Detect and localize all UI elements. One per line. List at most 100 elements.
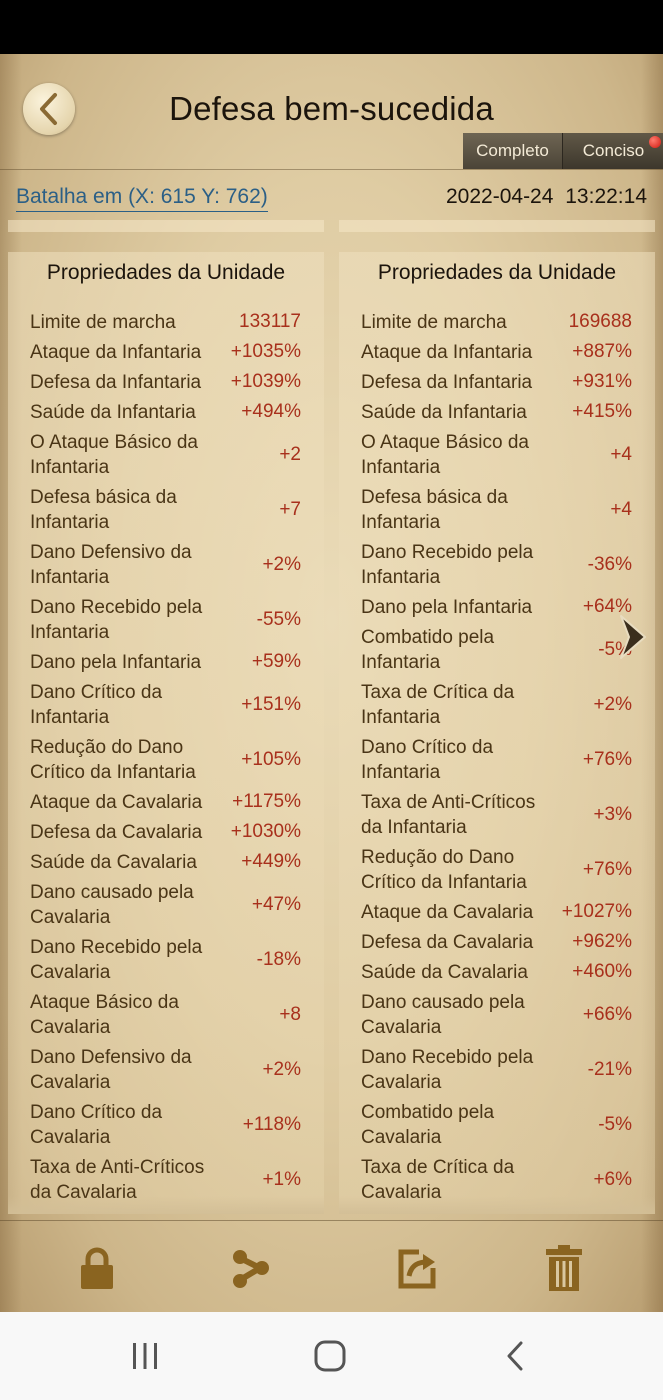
left-stat-list: Limite de marcha 133117 Ataque da Infantar… (30, 307, 301, 1207)
stat-value: +1% (262, 1168, 301, 1190)
stat-row: Defesa básica da Infantaria +7 (30, 482, 301, 537)
stat-label: Redução do Dano Crítico da Infantaria (30, 736, 196, 783)
stat-label: Dano Crítico da Infantaria (361, 736, 494, 783)
left-panel-title: Propriedades da Unidade (46, 261, 286, 284)
stat-label: Dano causado pela Cavalaria (361, 991, 525, 1038)
stat-label: Dano Crítico da Cavalaria (30, 1101, 163, 1148)
home-button[interactable] (305, 1334, 355, 1378)
stat-label: Dano Recebido pela Cavalaria (361, 1046, 534, 1093)
stat-value: +887% (572, 341, 632, 362)
stat-value: +4 (610, 443, 632, 465)
stat-value: +962% (572, 931, 632, 952)
tab-conciso[interactable]: Conciso (562, 133, 663, 169)
stat-label: Defesa básica da Infantaria (30, 486, 177, 533)
stat-label: Defesa da Infantaria (361, 371, 533, 393)
stat-label: Taxa de Crítica da Infantaria (361, 681, 515, 728)
stat-row: Dano Crítico da Infantaria +151% (30, 677, 301, 732)
stat-row: Taxa de Crítica da Infantaria +2% (361, 677, 632, 732)
stat-row: Defesa da Cavalaria +962% (361, 927, 632, 957)
stat-row: Dano causado pela Cavalaria +47% (30, 877, 301, 932)
tab-completo[interactable]: Completo (463, 133, 562, 169)
stat-row: Redução do Dano Crítico da Infantaria +10… (30, 732, 301, 787)
stat-label: O Ataque Básico da Infantaria (30, 431, 198, 478)
stat-label: Dano pela Infantaria (30, 651, 202, 673)
stat-row: Ataque da Infantaria +887% (361, 337, 632, 367)
stat-label: Taxa de Anti-Críticos da Infantaria (361, 791, 536, 838)
left-separator (8, 220, 324, 232)
view-toggle: Completo Conciso (463, 133, 663, 169)
back-button[interactable] (23, 83, 75, 135)
stat-value: 169688 (568, 311, 632, 332)
stat-label: Saúde da Cavalaria (30, 851, 197, 873)
stat-row: Ataque da Infantaria +1035% (30, 337, 301, 367)
battle-location-link[interactable]: Batalha em (X: 615 Y: 762) (16, 185, 268, 212)
share-button[interactable] (227, 1244, 275, 1292)
stat-value: +76% (582, 748, 632, 770)
stat-value: -55% (256, 608, 301, 630)
chevron-right-icon (620, 615, 646, 659)
stat-row: Dano Recebido pela Infantaria -36% (361, 537, 632, 592)
page-title: Defesa bem-sucedida (169, 90, 494, 127)
stat-value: +415% (572, 401, 632, 422)
stat-value: +59% (251, 651, 301, 672)
stat-row: Defesa básica da Infantaria +4 (361, 482, 632, 537)
stat-label: Ataque da Cavalaria (361, 901, 534, 923)
stat-row: Dano Crítico da Infantaria +76% (361, 732, 632, 787)
stat-value: +1030% (230, 821, 301, 842)
stat-row: Dano Crítico da Cavalaria +118% (30, 1097, 301, 1152)
battle-datetime: 2022-04-24 13:22:14 (446, 185, 647, 208)
stat-row: Saúde da Cavalaria +449% (30, 847, 301, 877)
recent-apps-button[interactable] (120, 1334, 170, 1378)
stat-value: -36% (587, 553, 632, 575)
chevron-left-icon (40, 93, 57, 125)
stat-value: +64% (582, 596, 632, 617)
stat-value: +494% (241, 401, 301, 422)
stat-row: Ataque da Cavalaria +1027% (361, 897, 632, 927)
delete-button[interactable] (540, 1244, 588, 1292)
right-stat-list: Limite de marcha 169688 Ataque da Infantar… (361, 307, 632, 1207)
stat-value: +1035% (230, 341, 301, 362)
stat-value: +1175% (232, 791, 301, 812)
home-icon (314, 1340, 346, 1372)
lock-button[interactable] (73, 1244, 121, 1292)
stat-label: Combatido pela Infantaria (361, 626, 495, 673)
tab-conciso-label: Conciso (582, 141, 645, 160)
stat-label: Dano Recebido pela Infantaria (30, 596, 203, 643)
stat-row: Ataque Básico da Cavalaria +8 (30, 987, 301, 1042)
stat-value: +1039% (230, 371, 301, 392)
stat-value: +76% (582, 858, 632, 880)
export-icon (398, 1249, 436, 1289)
stat-row: Dano Defensivo da Infantaria +2% (30, 537, 301, 592)
stat-value: 133117 (239, 311, 301, 332)
stat-row: Limite de marcha 169688 (361, 307, 632, 337)
stat-label: Dano pela Infantaria (361, 596, 533, 618)
stat-row: Saúde da Infantaria +494% (30, 397, 301, 427)
stat-row: Limite de marcha 133117 (30, 307, 301, 337)
stat-value: +2% (262, 1058, 301, 1080)
stat-row: Combatido pela Infantaria -5% (361, 622, 632, 677)
stat-label: Defesa da Infantaria (30, 371, 202, 393)
right-unit-panel[interactable]: Propriedades da Unidade Limite de marcha… (339, 252, 655, 1214)
stat-label: O Ataque Básico da Infantaria (361, 431, 529, 478)
export-button[interactable] (393, 1244, 441, 1292)
left-panel-fade (8, 1196, 324, 1214)
stat-label: Saúde da Infantaria (361, 401, 527, 423)
stat-row: Redução do Dano Crítico da Infantaria +76… (361, 842, 632, 897)
stat-value: +7 (279, 498, 301, 520)
system-back-button[interactable] (490, 1334, 540, 1378)
trash-icon (546, 1245, 582, 1291)
stat-value: +2% (262, 553, 301, 575)
notification-dot (649, 136, 661, 148)
stat-label: Defesa da Cavalaria (30, 821, 203, 843)
stat-row: O Ataque Básico da Infantaria +4 (361, 427, 632, 482)
next-arrow-button[interactable] (615, 612, 651, 662)
stat-value: +931% (572, 371, 632, 392)
stat-label: Ataque da Cavalaria (30, 791, 203, 813)
stat-label: Defesa da Cavalaria (361, 931, 534, 953)
stat-value: +449% (241, 851, 301, 872)
stat-row: Defesa da Infantaria +1039% (30, 367, 301, 397)
left-unit-panel[interactable]: Propriedades da Unidade Limite de marcha… (8, 252, 324, 1214)
stat-label: Defesa básica da Infantaria (361, 486, 508, 533)
stat-value: +3% (593, 803, 632, 825)
stat-row: Taxa de Anti-Críticos da Cavalaria +1% (30, 1152, 301, 1207)
